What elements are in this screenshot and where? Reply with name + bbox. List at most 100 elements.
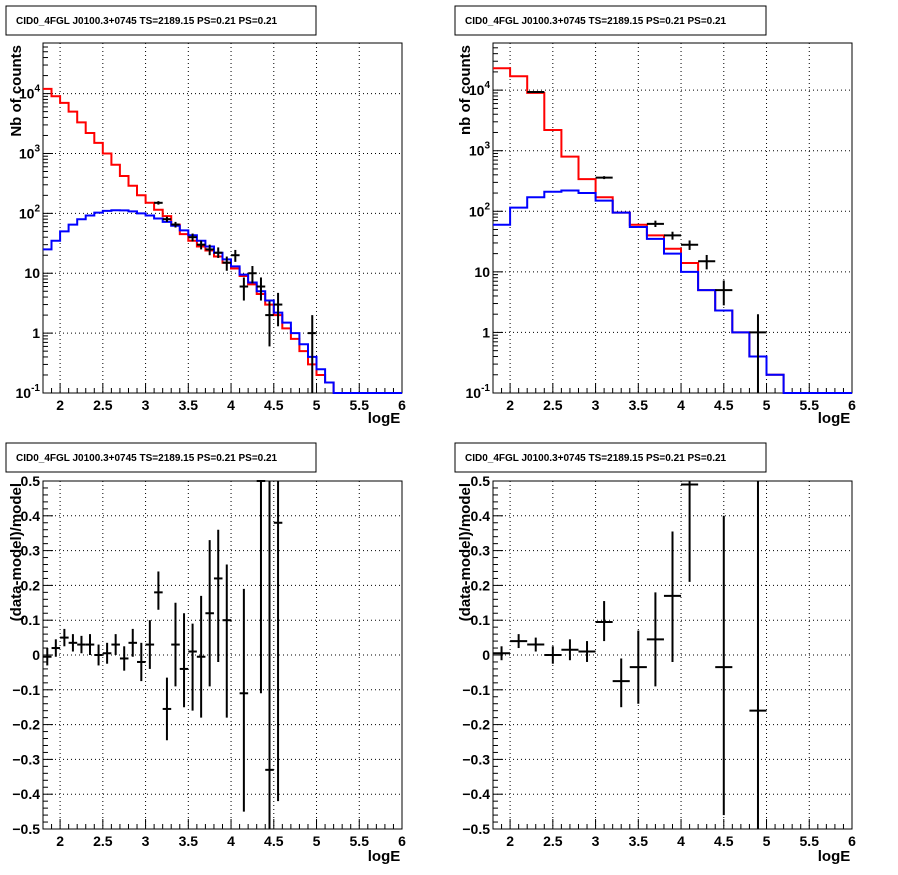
x-tick-label: 4.5: [264, 397, 284, 413]
chart-panel-1: 2 2.5 3 3.5 4 4.5 5 5.5 610-1110102103104logENb …: [5, 5, 406, 427]
x-axis-label: logE: [818, 848, 851, 865]
y-tick-label: 102: [469, 201, 491, 219]
title-box-frame: [454, 5, 767, 36]
data-point: [749, 314, 767, 393]
data-point: [43, 648, 52, 666]
y-tick-label: 0.1: [21, 612, 41, 628]
histogram-series-2: [493, 189, 852, 394]
y-tick-label: −0.5: [462, 821, 490, 837]
data-point: [578, 641, 596, 662]
data-points: [493, 481, 767, 829]
y-tick-label: 0.4: [21, 508, 41, 524]
y-tick-label: 10-1: [16, 383, 41, 401]
x-tick-label: 6: [848, 397, 856, 413]
x-tick-label: 4.5: [264, 833, 284, 849]
histogram-series-1: [43, 87, 402, 394]
x-tick-label: 2.5: [93, 397, 113, 413]
data-point: [188, 623, 197, 711]
data-point: [256, 277, 266, 301]
data-point: [663, 531, 682, 662]
x-tick-label: 6: [848, 833, 856, 849]
data-point: [60, 628, 69, 647]
chart-title: CID0_4FGL J0100.3+0745 TS=2189.15 PS=0.2…: [465, 16, 727, 27]
x-tick-label: 2: [56, 397, 64, 413]
x-tick-label: 2.5: [543, 833, 563, 849]
data-point: [154, 571, 163, 610]
plot-frame: [42, 42, 403, 394]
data-point: [171, 221, 180, 228]
x-tick-label: 3: [142, 833, 150, 849]
y-axis-label: (data-model)/model: [8, 483, 25, 621]
data-point: [111, 634, 120, 655]
data-point: [162, 216, 172, 222]
data-point: [681, 481, 699, 582]
data-point: [544, 646, 562, 664]
data-point: [213, 247, 223, 258]
data-point: [222, 256, 232, 271]
data-point: [527, 637, 545, 652]
x-tick-label: 4: [677, 397, 685, 413]
y-tick-label: −0.3: [462, 751, 490, 767]
data-point: [205, 540, 214, 687]
y-tick-label: 103: [19, 143, 41, 161]
data-point: [239, 588, 249, 812]
title-box-frame: [5, 5, 317, 36]
y-tick-label: −0.2: [12, 717, 40, 733]
y-tick-label: −0.2: [462, 717, 490, 733]
x-tick-label: 5.5: [800, 397, 820, 413]
y-tick-label: 10: [24, 265, 40, 281]
data-point: [162, 677, 172, 741]
y-axis-label: nb of counts: [457, 45, 474, 135]
data-point: [265, 481, 274, 829]
tick-exponent: 4: [34, 84, 40, 95]
histogram-series-2: [43, 209, 402, 394]
data-point: [612, 658, 630, 708]
x-tick-label: 4: [227, 833, 235, 849]
y-tick-label: 0.1: [471, 612, 491, 628]
plot-frame: [492, 42, 853, 394]
data-point: [188, 233, 197, 242]
tick-exponent: 4: [484, 80, 490, 91]
data-point: [307, 315, 317, 393]
tick-exponent: -1: [31, 383, 40, 394]
data-point: [119, 646, 129, 671]
data-points: [527, 91, 767, 393]
y-tick-label: −0.3: [12, 751, 40, 767]
data-point: [561, 639, 579, 661]
x-tick-label: 3.5: [629, 397, 649, 413]
data-point: [51, 639, 61, 657]
x-tick-label: 2: [506, 833, 514, 849]
chart-title: CID0_4FGL J0100.3+0745 TS=2189.15 PS=0.2…: [465, 453, 727, 464]
y-tick-label: 0: [482, 647, 490, 663]
chart-panel-2: 2 2.5 3 3.5 4 4.5 5 5.5 610-1110102103104logEnb …: [454, 5, 856, 427]
x-tick-label: 6: [398, 397, 406, 413]
x-tick-label: 3: [142, 397, 150, 413]
chart-title: CID0_4FGL J0100.3+0745 TS=2189.15 PS=0.2…: [16, 16, 278, 27]
data-point: [102, 642, 112, 664]
y-axis-label: Nb of counts: [8, 45, 25, 137]
chart-title: CID0_4FGL J0100.3+0745 TS=2189.15 PS=0.2…: [16, 453, 278, 464]
data-point: [646, 592, 664, 687]
chart-title-box: CID0_4FGL J0100.3+0745 TS=2189.15 PS=0.2…: [5, 442, 317, 473]
x-tick-label: 5: [763, 397, 771, 413]
data-point: [493, 646, 511, 661]
data-point: [222, 564, 232, 718]
y-tick-label: 0.3: [471, 543, 491, 559]
data-point: [85, 634, 95, 655]
y-tick-label: 0.3: [21, 543, 41, 559]
y-tick-label: 1: [482, 324, 490, 340]
x-tick-label: 3.5: [179, 833, 199, 849]
y-tick-label: −0.4: [462, 786, 490, 802]
x-tick-label: 3: [592, 833, 600, 849]
axis-ticks: [492, 480, 853, 830]
data-point: [510, 634, 528, 649]
data-point: [77, 635, 86, 654]
x-tick-label: 4.5: [714, 833, 734, 849]
x-tick-label: 5: [313, 397, 321, 413]
tick-exponent: 2: [484, 201, 490, 212]
x-axis-label: logE: [368, 848, 401, 865]
x-tick-label: 5.5: [350, 397, 370, 413]
data-point: [749, 481, 767, 829]
tick-exponent: -1: [481, 383, 490, 394]
data-point: [179, 613, 189, 708]
